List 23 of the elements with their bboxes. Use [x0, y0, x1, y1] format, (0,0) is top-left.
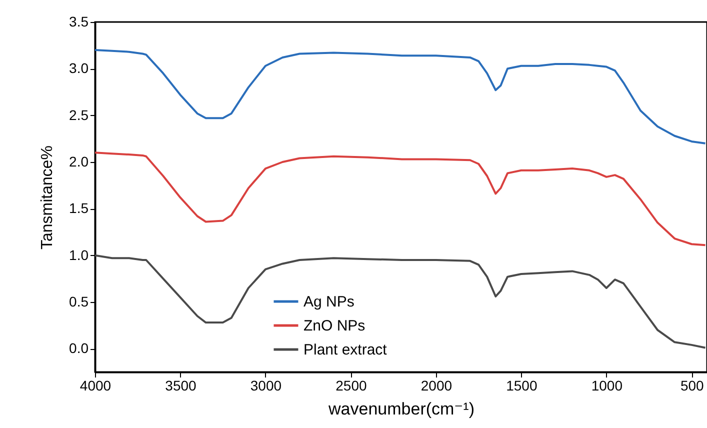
x-tick-label: 3500: [165, 378, 197, 394]
y-tick-label: 0.0: [69, 340, 89, 356]
x-tick-label: 2500: [336, 378, 367, 394]
y-tick-label: 1.5: [69, 200, 89, 216]
x-tick-label: 500: [680, 378, 704, 394]
y-tick-label: 2.0: [69, 154, 89, 170]
y-tick-label: 3.0: [69, 60, 89, 76]
y-tick-label: 1.0: [69, 246, 89, 263]
x-tick-label: 4000: [80, 378, 112, 394]
x-tick-label: 1500: [506, 378, 538, 394]
x-tick-label: 1000: [591, 378, 623, 394]
x-tick-label: 3000: [250, 378, 282, 394]
y-tick-label: 0.5: [69, 294, 89, 310]
legend-label: ZnO NPs: [303, 318, 366, 334]
y-tick-label: 2.5: [69, 106, 89, 123]
legend-label: Plant extract: [303, 342, 388, 358]
x-tick-label: 2000: [420, 378, 452, 394]
line-series: [95, 152, 706, 246]
x-axis-title: wavenumber(cm⁻¹): [328, 400, 474, 418]
y-tick-label: 3.5: [69, 14, 89, 30]
line-series: [95, 49, 706, 144]
legend-label: Ag NPs: [303, 294, 354, 310]
y-axis-title: Tansmitance%: [39, 145, 56, 250]
